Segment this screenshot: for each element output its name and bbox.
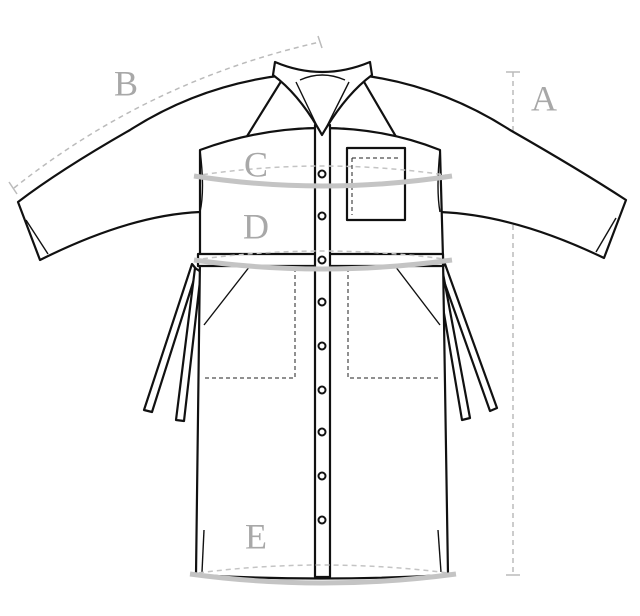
placket: [313, 123, 332, 579]
label-e: E: [245, 516, 267, 556]
label-a: A: [531, 78, 557, 118]
label-d: D: [243, 206, 269, 246]
label-c: C: [244, 144, 268, 184]
collar: [271, 60, 374, 137]
ring-d: [193, 250, 453, 272]
ring-c: [193, 165, 453, 189]
sleeves: [16, 73, 628, 262]
label-b: B: [114, 63, 138, 103]
measure-b: [8, 35, 323, 195]
buttons: [317, 169, 327, 525]
ring-e: [189, 564, 457, 586]
